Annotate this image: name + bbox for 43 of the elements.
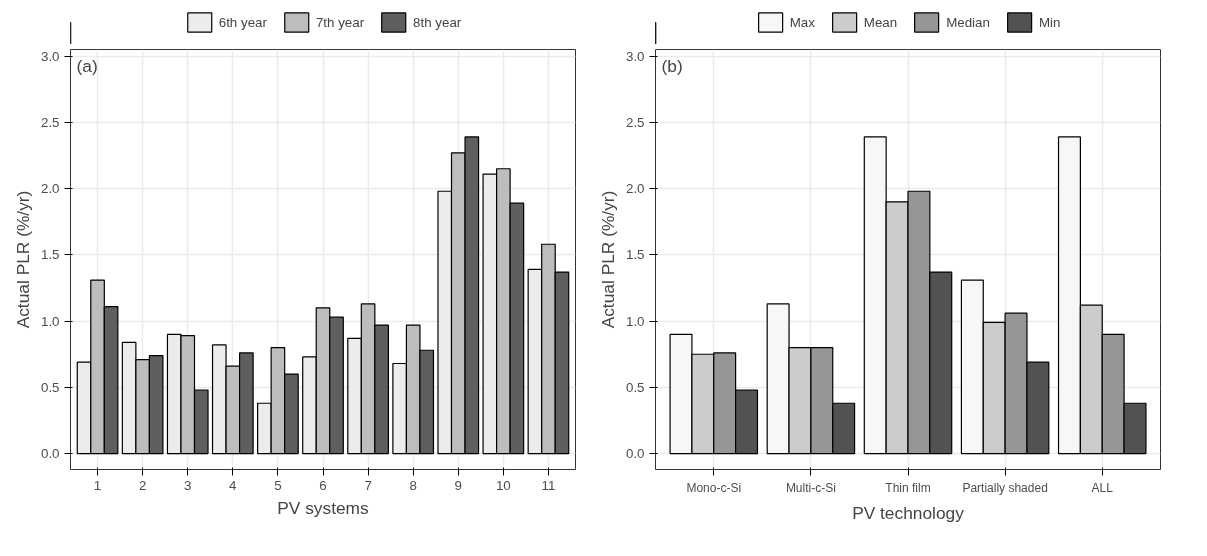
x-axis-title: PV technology [852, 502, 965, 523]
x-tick-label: 1 [93, 477, 102, 493]
x-tick-label: Thin film [885, 480, 931, 495]
x-axis-title: PV systems [277, 497, 370, 518]
x-tick-label: 6 [319, 477, 327, 493]
legend-label: Min [1038, 14, 1061, 30]
x-tick-label: ALL [1091, 480, 1114, 495]
x-tick-label: 8 [409, 477, 417, 493]
legend-label: 8th year [413, 14, 462, 30]
legend-label: 7th year [315, 14, 365, 30]
x-tick-label: 3 [184, 477, 192, 493]
y-tick-label: 1.0 [625, 313, 645, 329]
legend-label: Median [946, 14, 990, 30]
y-axis-title: Actual PLR (%/yr) [12, 190, 33, 329]
y-tick-label: 2.0 [625, 181, 645, 197]
y-tick-label: 2.5 [40, 114, 60, 130]
x-tick-label: 4 [229, 477, 238, 493]
x-tick-label: 2 [138, 477, 147, 493]
x-tick-label: 7 [364, 477, 372, 493]
y-tick-label: 1.5 [40, 247, 60, 263]
x-tick-label: Partially shaded [962, 480, 1048, 495]
y-tick-label: 2.5 [625, 114, 645, 130]
y-tick-label: 1.0 [40, 313, 60, 329]
y-tick-label: 1.5 [625, 247, 645, 263]
y-tick-label: 0.5 [40, 379, 60, 395]
x-tick-label: Multi-c-Si [785, 480, 836, 495]
annotation: (b) [661, 55, 683, 76]
y-tick-label: 2.0 [40, 181, 60, 197]
x-tick-label: 9 [454, 477, 462, 493]
x-tick-label: 5 [274, 477, 282, 493]
x-tick-label: Mono-c-Si [686, 480, 742, 495]
y-tick-label: 0.5 [625, 379, 645, 395]
annotation: (a) [76, 55, 98, 76]
y-axis-title: Actual PLR (%/yr) [597, 190, 618, 329]
legend-label: 6th year [218, 14, 267, 30]
y-tick-label: 3.0 [40, 48, 60, 64]
y-tick-label: 0.0 [40, 446, 60, 462]
legend-label: Mean [863, 14, 898, 30]
legend-label: Max [789, 14, 815, 30]
y-tick-label: 0.0 [625, 446, 645, 462]
y-tick-label: 3.0 [625, 48, 645, 64]
x-tick-label: 11 [541, 477, 556, 493]
x-tick-label: 10 [495, 477, 511, 493]
